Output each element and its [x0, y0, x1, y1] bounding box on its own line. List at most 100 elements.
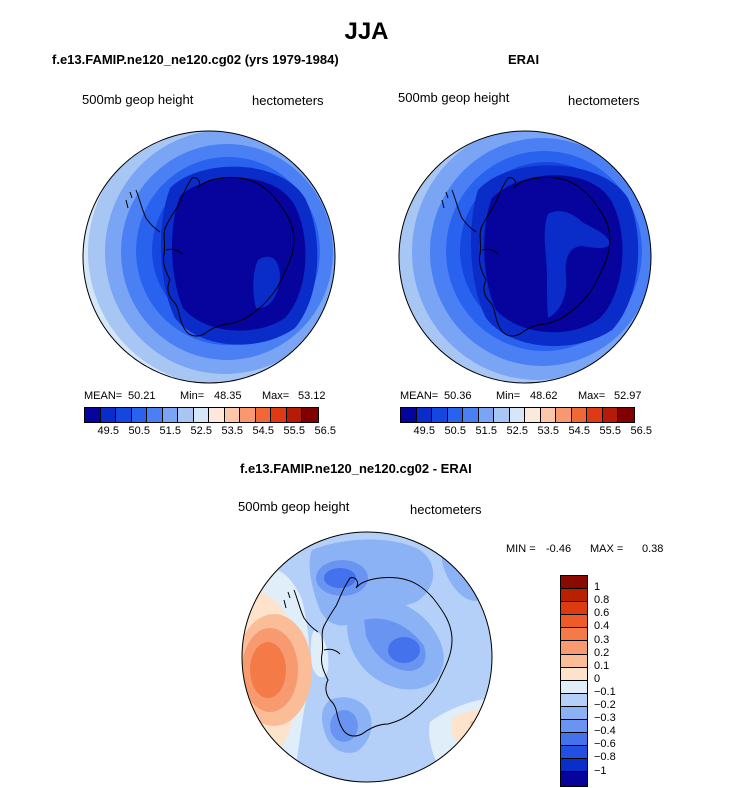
panel3-colorbar-tick: −0.4 — [594, 725, 616, 738]
panel1-colorbar — [84, 407, 319, 423]
panel1-colorbar-swatch — [224, 408, 240, 422]
panel3-coastline — [283, 577, 453, 737]
panel2-colorbar-tick: 49.5 — [413, 425, 435, 437]
panel3-colorbar-swatch — [561, 746, 587, 760]
panel1-colorbar-ticks: 49.5 50.5 51.5 52.5 53.5 54.5 55.5 56.5 — [84, 425, 336, 439]
panel3-colorbar-tick: −0.3 — [594, 712, 616, 725]
panel2-colorbar-swatch — [494, 408, 510, 422]
panel3-max-value: 0.38 — [642, 543, 664, 555]
panel1-colorbar-swatch — [162, 408, 178, 422]
panel1-polar-map — [82, 130, 336, 384]
panel1-colorbar-swatch — [193, 408, 209, 422]
panel2-colorbar-swatch — [447, 408, 463, 422]
panel3-colorbar-tick: 0.8 — [594, 594, 610, 607]
panel1-colorbar-swatch — [240, 408, 256, 422]
panel2-title: ERAI — [508, 52, 540, 67]
panel3-min-label: MIN = — [506, 543, 536, 555]
panel2-colorbar-swatch — [478, 408, 494, 422]
panel1-mean-value: 50.21 — [128, 390, 156, 402]
panel3-colorbar-swatch — [561, 759, 587, 773]
panel2-colorbar-swatch — [463, 408, 479, 422]
panel1-colorbar-swatch — [85, 408, 101, 422]
panel1-colorbar-swatch — [178, 408, 194, 422]
panel2-colorbar-tick: 51.5 — [475, 425, 497, 437]
panel3-max-label: MAX = — [590, 543, 624, 555]
panel1-colorbar-swatch — [147, 408, 163, 422]
panel3-colorbar-swatch — [561, 680, 587, 694]
panel2-max-value: 52.97 — [614, 390, 642, 402]
panel2-colorbar-swatch — [618, 408, 634, 422]
panel2-colorbar-swatch — [525, 408, 541, 422]
panel3-colorbar-swatch — [561, 628, 587, 642]
panel1-colorbar-swatch — [131, 408, 147, 422]
panel2-colorbar-tick: 55.5 — [599, 425, 621, 437]
panel2-coastline — [441, 177, 611, 337]
panel2-colorbar-swatch — [401, 408, 417, 422]
panel3-map-border — [241, 531, 493, 783]
panel2-colorbar — [400, 407, 635, 423]
panel3-colorbar-swatch — [561, 576, 587, 590]
panel3-colorbar-tick: 0.3 — [594, 633, 610, 646]
panel1-units-label: hectometers — [252, 93, 324, 108]
panel1-colorbar-swatch — [302, 408, 318, 422]
panel3-field — [242, 532, 492, 782]
panel1-colorbar-tick: 56.5 — [314, 425, 336, 437]
panel2-colorbar-swatch — [587, 408, 603, 422]
panel2-colorbar-swatch — [509, 408, 525, 422]
panel1-field — [83, 131, 335, 383]
panel1-colorbar-tick: 55.5 — [283, 425, 305, 437]
panel3-variable-label: 500mb geop height — [238, 499, 350, 514]
panel2-colorbar-tick: 52.5 — [506, 425, 528, 437]
panel2-colorbar-tick: 54.5 — [568, 425, 590, 437]
panel1-colorbar-swatch — [286, 408, 302, 422]
panel3-colorbar-tick: 0.6 — [594, 607, 610, 620]
panel1-colorbar-swatch — [255, 408, 271, 422]
page-title: JJA — [344, 18, 389, 45]
panel2-min-label: Min= — [496, 390, 521, 402]
panel3-colorbar-tick: 0 — [594, 672, 601, 685]
panel1-coastline — [125, 177, 295, 337]
panel3-units-label: hectometers — [410, 502, 482, 517]
panel3-colorbar-tick: 0.4 — [594, 620, 610, 633]
panel3-colorbar-tick: 1 — [594, 581, 601, 594]
panel2-colorbar-ticks: 49.5 50.5 51.5 52.5 53.5 54.5 55.5 56.5 — [400, 425, 652, 439]
panel2-colorbar-tick: 56.5 — [630, 425, 652, 437]
panel3-colorbar-swatch — [561, 641, 587, 655]
panel3-colorbar-swatch — [561, 654, 587, 668]
panel3-colorbar-ticks: 1 0.8 0.6 0.4 0.3 0.2 0.1 0 −0.1 −0.2 −0.3 −0.4 −0.6… — [594, 575, 634, 787]
panel3-colorbar-swatch — [561, 615, 587, 629]
panel1-colorbar-tick: 52.5 — [190, 425, 212, 437]
panel3-title: f.e13.FAMIP.ne120_ne120.cg02 - ERAI — [240, 461, 472, 476]
panel1-max-value: 53.12 — [298, 390, 326, 402]
panel2-colorbar-swatch — [416, 408, 432, 422]
panel1-colorbar-swatch — [100, 408, 116, 422]
panel3-colorbar-tick: −0.2 — [594, 699, 616, 711]
panel3-colorbar-tick: −1 — [594, 764, 607, 777]
panel2-max-label: Max= — [578, 390, 606, 402]
panel1-colorbar-tick: 51.5 — [159, 425, 181, 437]
panel1-colorbar-tick: 53.5 — [221, 425, 243, 437]
panel3-colorbar-tick: −0.1 — [594, 685, 616, 698]
panel3-colorbar-tick: 0.2 — [594, 646, 610, 659]
panel1-colorbar-swatch — [271, 408, 287, 422]
panel3-colorbar — [560, 575, 588, 787]
panel1-colorbar-swatch — [209, 408, 225, 422]
panel2-colorbar-tick: 53.5 — [537, 425, 559, 437]
panel2-polar-map — [398, 130, 652, 384]
panel3-colorbar-tick: −0.8 — [594, 751, 616, 764]
panel2-units-label: hectometers — [568, 93, 640, 108]
panel1-colorbar-tick: 50.5 — [128, 425, 150, 437]
panel3-colorbar-swatch — [561, 720, 587, 734]
panel2-min-value: 48.62 — [530, 390, 558, 402]
panel2-colorbar-tick: 50.5 — [444, 425, 466, 437]
panel2-colorbar-swatch — [540, 408, 556, 422]
panel1-mean-label: MEAN= — [84, 390, 123, 402]
panel1-map-border — [82, 130, 336, 384]
panel3-min-value: -0.46 — [546, 543, 572, 555]
panel3-polar-map — [241, 531, 493, 783]
panel2-colorbar-swatch — [602, 408, 618, 422]
panel1-min-label: Min= — [180, 390, 205, 402]
panel2-colorbar-swatch — [571, 408, 587, 422]
panel2-mean-label: MEAN= — [400, 390, 439, 402]
panel3-colorbar-tick: −0.6 — [594, 738, 616, 751]
